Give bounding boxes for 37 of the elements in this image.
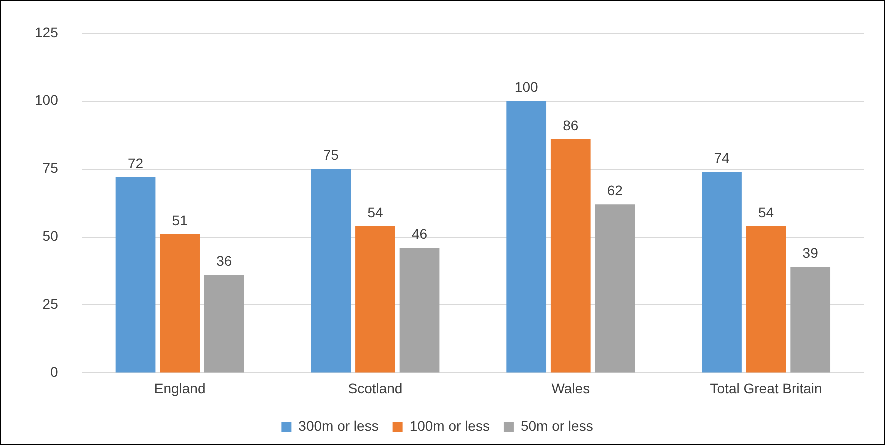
legend-label: 300m or less	[298, 418, 379, 434]
bar	[746, 226, 786, 373]
bar	[356, 226, 396, 373]
bar	[790, 267, 831, 373]
data-label: 72	[128, 155, 144, 172]
data-label: 46	[412, 226, 428, 242]
data-label: 86	[563, 117, 579, 134]
y-tick-label: 25	[42, 296, 59, 312]
bar	[595, 204, 636, 373]
bar	[400, 248, 440, 373]
legend-label: 100m or less	[410, 418, 490, 434]
y-tick-label: 100	[35, 92, 59, 108]
bar	[550, 139, 591, 373]
bar	[506, 101, 547, 373]
y-tick-label: 75	[42, 160, 59, 176]
data-label: 51	[172, 212, 188, 228]
data-label: 74	[714, 150, 730, 166]
data-label: 54	[758, 204, 774, 220]
x-tick-label: Scotland	[348, 380, 403, 396]
y-tick-label: 125	[35, 24, 59, 40]
x-tick-label: England	[154, 380, 206, 396]
data-label: 100	[514, 79, 538, 96]
bar	[204, 275, 244, 373]
data-label: 54	[368, 204, 384, 220]
y-tick-label: 50	[42, 228, 59, 244]
data-label: 75	[323, 147, 340, 164]
data-label: 39	[802, 245, 819, 262]
bar	[702, 172, 742, 373]
bar	[116, 177, 156, 373]
bar	[160, 234, 200, 373]
data-label: 36	[216, 253, 232, 270]
y-tick-label: 0	[50, 364, 59, 380]
legend-label: 50m or less	[520, 418, 594, 434]
data-label: 62	[607, 182, 624, 199]
bar	[311, 169, 352, 373]
x-tick-label: Wales	[552, 380, 590, 396]
x-tick-label: Total Great Britain	[710, 380, 822, 396]
